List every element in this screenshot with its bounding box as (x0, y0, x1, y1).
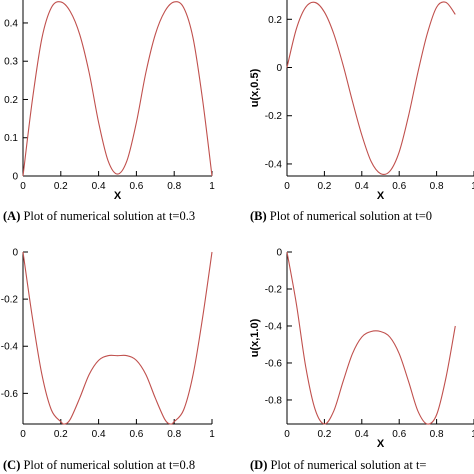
caption-b-tag: (B) (250, 209, 267, 223)
caption-c-tag: (C) (3, 458, 20, 472)
x-tick-label: 0.6 (392, 429, 406, 440)
x-axis-label-b: X (377, 190, 385, 202)
x-tick-label: 1 (209, 429, 215, 440)
y-tick-label: -0.4 (265, 321, 283, 332)
y-tick-label: -0.4 (1, 342, 19, 353)
y-tick-label: -0.2 (1, 295, 19, 306)
y-tick-label: 0.2 (4, 95, 18, 106)
caption-d-text: Plot of numerical solution at t= (267, 458, 426, 472)
x-tick-label: 0.4 (92, 181, 106, 192)
x-tick-label: 0.2 (317, 181, 331, 192)
caption-b-text: Plot of numerical solution at t=0 (267, 209, 432, 223)
series-line-b (286, 1, 456, 176)
x-tick-label: 0.6 (129, 181, 143, 192)
caption-d-tag: (D) (250, 458, 267, 472)
caption-b: (B) Plot of numerical solution at t=0 (250, 209, 432, 223)
x-tick-label: 0.2 (317, 429, 331, 440)
x-tick-label: 0 (20, 429, 26, 440)
y-tick-label: 0 (12, 248, 18, 259)
x-tick-label: 0.8 (167, 429, 181, 440)
y-tick-label: -0.6 (265, 358, 283, 369)
y-tick-label: -0.2 (265, 111, 283, 122)
x-tick-label: 0.2 (54, 181, 68, 192)
x-tick-label: 0.4 (92, 429, 106, 440)
x-tick-label: 1 (471, 181, 474, 192)
x-tick-label: 0.6 (129, 429, 143, 440)
caption-c-text: Plot of numerical solution at t=0.8 (20, 458, 195, 472)
y-tick-label: -0.4 (265, 159, 283, 170)
x-tick-label: 0.8 (430, 429, 444, 440)
panel-c: 0 0.2 0.4 0.6 0.8 1 0 -0.2 -0.4 -0.6 (1, 248, 215, 441)
y-tick-label: -0.8 (265, 395, 283, 406)
y-tick-label: 0.2 (268, 15, 282, 26)
panel-b: 0 0.2 0.4 0.6 0.8 1 0.2 0 -0.2 -0.4 Xu(x,0.5) (249, 0, 474, 202)
x-tick-label: 0.6 (392, 181, 406, 192)
x-tick-label: 0.4 (355, 181, 369, 192)
panel-d: 0 0.2 0.4 0.6 0.8 1 0 -0.2 -0.4 -0.6 -0.8 Xu(x,1.0) (249, 248, 474, 450)
y-tick-label: 0 (12, 172, 18, 183)
caption-a-text: Plot of numerical solution at t=0.3 (20, 209, 195, 223)
x-axis-label-d: X (377, 438, 385, 450)
x-tick-label: 0 (20, 181, 26, 192)
y-tick-label: -0.6 (1, 389, 19, 400)
x-axis-label-a: X (114, 190, 122, 202)
y-tick-label: 0 (276, 63, 282, 74)
caption-a-tag: (A) (3, 209, 20, 223)
caption-c: (C) Plot of numerical solution at t=0.8 (3, 458, 195, 472)
y-axis-label-d: u(x,1.0) (249, 318, 261, 357)
series-line-d (286, 251, 456, 425)
y-tick-label: 0.4 (4, 18, 18, 29)
x-tick-label: 0 (284, 181, 290, 192)
x-tick-label: 0.8 (430, 181, 444, 192)
series-line-c (22, 251, 213, 425)
x-tick-label: 0.2 (54, 429, 68, 440)
y-tick-label: 0.1 (4, 133, 18, 144)
y-tick-label: 0 (276, 248, 282, 259)
x-tick-label: 1 (209, 181, 215, 192)
x-tick-label: 1 (471, 429, 474, 440)
panel-a: 0 0.2 0.4 0.6 0.8 1 0 0.1 0.2 0.3 0.4 X (4, 0, 215, 202)
caption-d: (D) Plot of numerical solution at t= (250, 458, 426, 472)
caption-a: (A) Plot of numerical solution at t=0.3 (3, 209, 195, 223)
x-tick-label: 0 (284, 429, 290, 440)
y-tick-label: 0.3 (4, 57, 18, 68)
y-tick-label: -0.2 (265, 284, 283, 295)
x-tick-label: 0.4 (355, 429, 369, 440)
series-line-a (22, 1, 213, 177)
x-tick-label: 0.8 (167, 181, 181, 192)
y-axis-label-b: u(x,0.5) (249, 68, 261, 107)
